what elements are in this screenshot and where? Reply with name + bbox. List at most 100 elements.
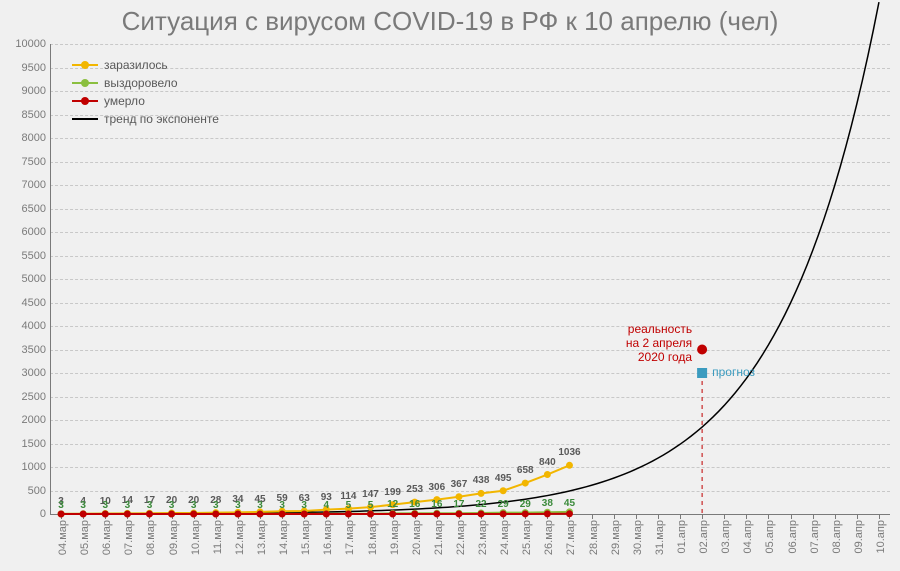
x-tick-label: 31.мар [654, 520, 666, 555]
legend-swatch [72, 59, 98, 71]
x-tick-label: 18.мар [367, 520, 379, 555]
recovered-value-label: 3 [102, 500, 108, 511]
x-tick-label: 14.мар [278, 520, 290, 555]
legend-label: умерло [104, 94, 145, 108]
x-tick-label: 07.мар [123, 520, 135, 555]
infected-value-label: 367 [451, 479, 468, 490]
x-tick-label: 07.апр [809, 520, 821, 553]
chart-title: Ситуация с вирусом COVID-19 в РФ к 10 ап… [0, 6, 900, 37]
y-tick-label: 3000 [6, 367, 46, 379]
y-tick-label: 2500 [6, 391, 46, 403]
x-tick-mark [857, 514, 858, 519]
infected-value-label: 1036 [558, 447, 580, 458]
x-tick-mark [746, 514, 747, 519]
x-tick-mark [879, 514, 880, 519]
x-tick-label: 01.апр [676, 520, 688, 553]
infected-value-label: 253 [406, 484, 423, 495]
x-tick-mark [768, 514, 769, 519]
legend-label: заразилось [104, 58, 168, 72]
legend-item-trend: тренд по экспоненте [72, 110, 219, 128]
recovered-value-label: 16 [431, 499, 442, 510]
x-tick-mark [592, 514, 593, 519]
infected-marker [522, 480, 529, 487]
recovered-value-label: 3 [301, 500, 307, 511]
x-tick-label: 09.апр [853, 520, 865, 553]
recovered-value-label: 3 [80, 500, 86, 511]
legend-item-died: умерло [72, 92, 219, 110]
infected-value-label: 495 [495, 473, 512, 484]
infected-marker-icon [81, 61, 89, 69]
recovered-value-label: 17 [453, 499, 464, 510]
y-tick-label: 8000 [6, 132, 46, 144]
reality-marker [697, 345, 707, 355]
x-tick-mark [614, 514, 615, 519]
recovered-value-label: 29 [498, 499, 509, 510]
infected-value-label: 306 [428, 482, 445, 493]
x-tick-label: 13.мар [256, 520, 268, 555]
x-tick-label: 10.апр [875, 520, 887, 553]
x-tick-label: 19.мар [389, 520, 401, 555]
y-tick-label: 10000 [6, 38, 46, 50]
recovered-value-label: 5 [346, 500, 352, 511]
y-tick-label: 4000 [6, 320, 46, 332]
died-marker-icon [81, 97, 89, 105]
infected-value-label: 658 [517, 465, 534, 476]
x-tick-label: 06.мар [101, 520, 113, 555]
recovered-value-label: 3 [279, 500, 285, 511]
x-tick-label: 22.мар [455, 520, 467, 555]
y-tick-label: 9500 [6, 62, 46, 74]
x-tick-label: 04.мар [57, 520, 69, 555]
y-tick-label: 5000 [6, 273, 46, 285]
y-tick-label: 3500 [6, 344, 46, 356]
recovered-value-label: 45 [564, 498, 575, 509]
infected-marker [544, 471, 551, 478]
infected-value-label: 199 [384, 487, 401, 498]
x-tick-label: 06.апр [787, 520, 799, 553]
infected-line [61, 465, 569, 514]
recovered-marker-icon [81, 79, 89, 87]
reality-label-line: 2020 года [626, 350, 692, 364]
x-tick-label: 08.апр [831, 520, 843, 553]
recovered-value-label: 4 [324, 500, 330, 511]
x-tick-label: 05.апр [764, 520, 776, 553]
x-tick-mark [813, 514, 814, 519]
x-tick-label: 16.мар [322, 520, 334, 555]
x-tick-mark [702, 514, 703, 519]
y-tick-label: 6000 [6, 226, 46, 238]
recovered-value-label: 3 [257, 500, 263, 511]
x-tick-mark [791, 514, 792, 519]
x-tick-label: 15.мар [300, 520, 312, 555]
x-tick-label: 04.апр [742, 520, 754, 553]
y-tick-label: 7500 [6, 156, 46, 168]
x-tick-label: 29.мар [610, 520, 622, 555]
recovered-value-label: 5 [368, 500, 374, 511]
x-tick-mark [724, 514, 725, 519]
x-tick-label: 20.мар [411, 520, 423, 555]
infected-marker [478, 490, 485, 497]
x-tick-label: 11.мар [212, 520, 224, 554]
reality-label-line: реальность [626, 322, 692, 336]
x-tick-label: 25.мар [521, 520, 533, 555]
recovered-value-label: 3 [213, 500, 219, 511]
x-tick-label: 05.мар [79, 520, 91, 555]
x-tick-label: 28.мар [588, 520, 600, 555]
recovered-value-label: 22 [475, 499, 486, 510]
y-tick-label: 9000 [6, 85, 46, 97]
y-tick-label: 7000 [6, 179, 46, 191]
x-tick-mark [636, 514, 637, 519]
legend-swatch [72, 95, 98, 107]
reality-label: реальностьна 2 апреля2020 года [626, 322, 692, 364]
x-tick-label: 27.мар [565, 520, 577, 555]
recovered-value-label: 16 [409, 499, 420, 510]
x-tick-mark [680, 514, 681, 519]
recovered-value-label: 3 [191, 500, 197, 511]
x-tick-label: 08.мар [145, 520, 157, 555]
reality-label-line: на 2 апреля [626, 336, 692, 350]
recovered-value-label: 3 [169, 500, 175, 511]
x-tick-label: 03.апр [720, 520, 732, 553]
y-tick-label: 1500 [6, 438, 46, 450]
x-tick-label: 24.мар [499, 520, 511, 555]
legend-item-infected: заразилось [72, 56, 219, 74]
legend-swatch [72, 77, 98, 89]
recovered-value-label: 3 [147, 500, 153, 511]
